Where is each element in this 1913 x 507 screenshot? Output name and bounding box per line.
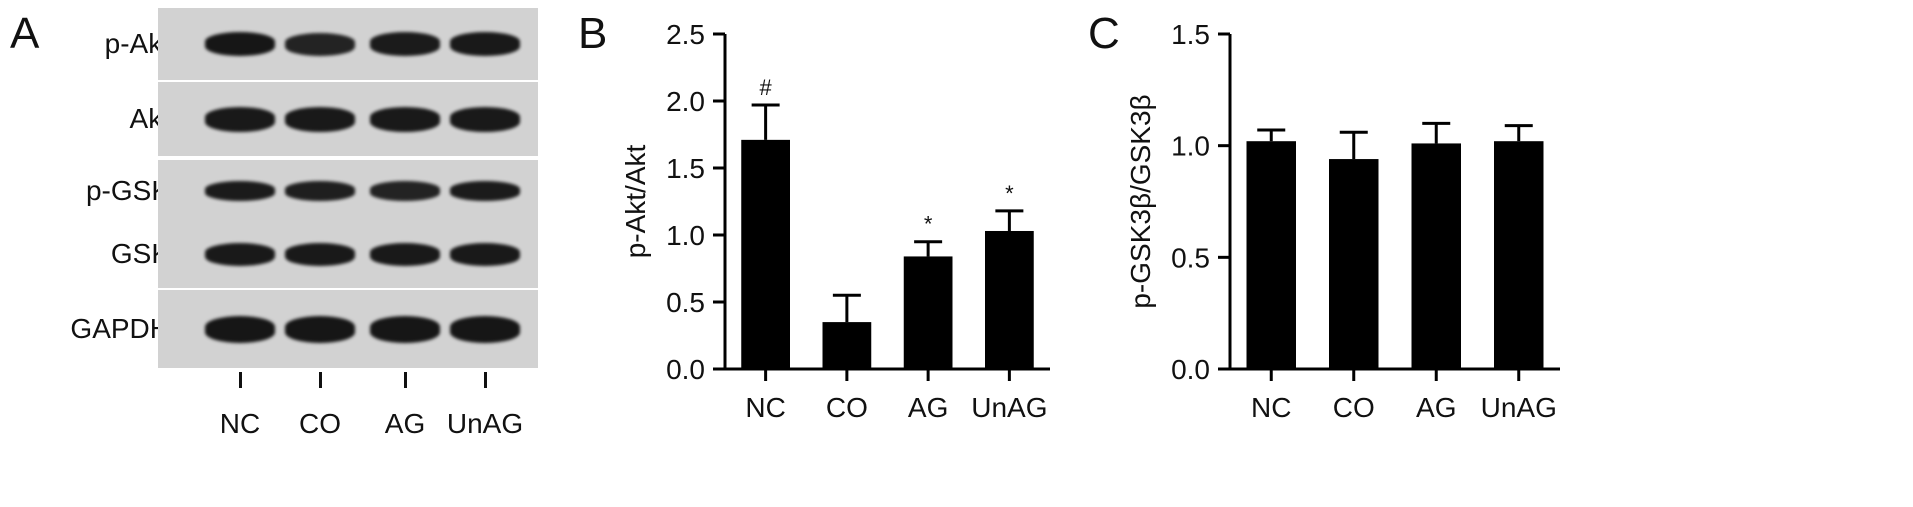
lane-label: CO	[299, 408, 341, 439]
blot-band	[285, 181, 355, 201]
bar	[903, 256, 953, 369]
blot-band	[205, 181, 275, 201]
blot-band	[370, 316, 440, 343]
y-tick-label: 0.5	[666, 287, 705, 318]
x-tick-label: NC	[745, 392, 785, 423]
blot-row-label: GSK	[110, 238, 170, 269]
blot-band	[285, 316, 355, 343]
lane-label: NC	[219, 408, 261, 439]
bar	[1411, 143, 1461, 369]
x-tick-label: CO	[1333, 392, 1375, 423]
y-tick-label: 2.5	[666, 19, 705, 50]
lane-label: UnAG	[446, 408, 524, 439]
panel-c-letter: C	[1088, 9, 1120, 58]
significance-marker: *	[1005, 181, 1014, 206]
western-blot-panel: p-Akt Akt p-GSK GSK GAPDH NC CO AG UnAG	[0, 0, 640, 507]
y-axis-label: p-Akt/Akt	[620, 144, 651, 258]
blot-strip	[158, 160, 538, 222]
blot-band	[370, 32, 440, 56]
blot-band	[285, 243, 355, 266]
bar	[1329, 159, 1379, 369]
bar	[985, 230, 1034, 369]
bar	[1246, 141, 1296, 369]
bar	[1494, 141, 1544, 369]
blot-band	[370, 243, 440, 266]
blot-band	[205, 107, 275, 132]
blot-row-label: Akt	[129, 103, 170, 134]
x-tick-label: CO	[826, 392, 868, 423]
blot-band	[450, 243, 520, 266]
y-tick-label: 0.0	[1171, 354, 1210, 385]
significance-marker: #	[760, 75, 773, 100]
blot-band	[205, 316, 275, 343]
blot-row-label: p-Akt	[104, 28, 170, 59]
y-axis-label: p-GSK3β/GSK3β	[1125, 94, 1156, 308]
blot-row-label: p-GSK	[85, 175, 170, 206]
blot-row-label: GAPDH	[70, 313, 170, 344]
blot-band	[450, 181, 520, 201]
y-tick-label: 1.5	[1171, 19, 1210, 50]
x-tick-label: UnAG	[971, 392, 1047, 423]
y-tick-label: 1.0	[666, 220, 705, 251]
lane-label: AG	[384, 408, 426, 439]
x-tick-label: UnAG	[1481, 392, 1557, 423]
lane-tick	[319, 372, 322, 388]
x-tick-label: AG	[908, 392, 948, 423]
blot-strip	[158, 8, 538, 80]
blot-strip	[158, 290, 538, 368]
x-tick-label: NC	[1251, 392, 1291, 423]
p-gsk3b-bar-chart: 0.0 0.5 1.0 1.5 p-GSK3β/GSK3β NC CO AG UnAG	[1125, 19, 1560, 423]
y-tick-label: 2.0	[666, 86, 705, 117]
lane-tick	[484, 372, 487, 388]
blot-band	[450, 107, 520, 132]
y-tick-label: 1.0	[1171, 131, 1210, 162]
y-tick-label: 1.5	[666, 153, 705, 184]
blot-band	[450, 316, 520, 343]
blot-band	[205, 243, 275, 266]
blot-band	[370, 181, 440, 201]
bar	[822, 322, 872, 369]
blot-strip	[158, 82, 538, 156]
x-tick-label: AG	[1416, 392, 1456, 423]
panel-a-letter: A	[10, 9, 40, 58]
lane-tick	[404, 372, 407, 388]
blot-band	[450, 32, 520, 56]
y-tick-label: 0.5	[1171, 242, 1210, 273]
blot-band	[370, 107, 440, 132]
blot-band	[285, 33, 355, 56]
panel-b-letter: B	[578, 9, 608, 58]
lane-tick	[239, 372, 242, 388]
y-tick-label: 0.0	[666, 354, 705, 385]
significance-marker: *	[924, 212, 933, 237]
blot-band	[285, 107, 355, 132]
blot-strip	[158, 220, 538, 288]
p-akt-bar-chart: 0.0 0.5 1.0 1.5 2.0 2.5 p-Akt/Akt # NC CO * AG * UnAG	[620, 19, 1050, 423]
blot-band	[205, 32, 275, 56]
bar	[741, 139, 790, 369]
